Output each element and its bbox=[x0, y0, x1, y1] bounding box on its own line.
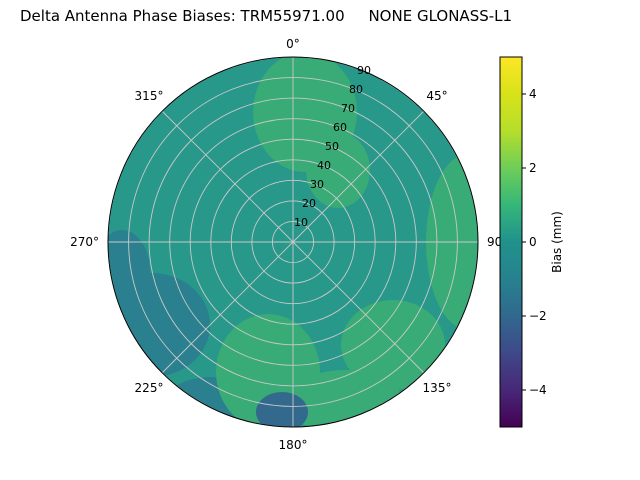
grid-spoke bbox=[292, 241, 425, 374]
negative-bias-region-left-rim bbox=[108, 230, 150, 314]
colorbar-ticks bbox=[522, 93, 526, 391]
radial-tick-label-40: 40 bbox=[317, 159, 331, 172]
radial-tick-label-70: 70 bbox=[341, 102, 355, 115]
colorbar-axis-label: Bias (mm) bbox=[550, 211, 564, 273]
radial-tick-label-90: 90 bbox=[357, 64, 371, 77]
grid-spoke bbox=[161, 110, 294, 243]
bias-field bbox=[108, 57, 478, 427]
positive-bias-region-top-inner bbox=[306, 132, 370, 208]
colorbar-tick-label--4: −4 bbox=[529, 383, 547, 397]
figure-title: Delta Antenna Phase Biases: TRM55971.00 … bbox=[20, 7, 513, 25]
radial-tick-labels: 10 20 30 40 50 60 70 80 90 bbox=[294, 64, 371, 229]
angular-tick-label-225: 225° bbox=[135, 381, 164, 395]
colorbar: 4 2 0 −2 −4 Bias (mm) bbox=[499, 56, 564, 428]
polar-grid-spokes bbox=[108, 57, 478, 427]
colorbar-tick-label--2: −2 bbox=[529, 309, 547, 323]
radial-tick-label-30: 30 bbox=[310, 178, 324, 191]
angular-tick-label-315: 315° bbox=[135, 89, 164, 103]
angular-tick-labels: 0° 45° 90 135° 180° 225° 270° 315° bbox=[70, 37, 502, 452]
angular-tick-label-45: 45° bbox=[426, 89, 447, 103]
negative-bias-blob-bottom bbox=[256, 392, 308, 427]
radial-tick-label-60: 60 bbox=[333, 121, 347, 134]
radial-tick-label-20: 20 bbox=[302, 197, 316, 210]
angular-tick-label-90: 90 bbox=[487, 235, 502, 249]
colorbar-tick-label-4: 4 bbox=[529, 87, 537, 101]
radial-tick-label-10: 10 bbox=[294, 216, 308, 229]
colorbar-tick-labels: 4 2 0 −2 −4 bbox=[529, 87, 547, 397]
colorbar-tick-label-2: 2 bbox=[529, 161, 537, 175]
grid-spoke bbox=[292, 110, 425, 243]
colorbar-tick-label-0: 0 bbox=[529, 235, 537, 249]
polar-outline bbox=[107, 56, 479, 428]
grid-spoke bbox=[161, 241, 294, 374]
radial-tick-label-50: 50 bbox=[325, 140, 339, 153]
angular-tick-label-270: 270° bbox=[70, 235, 99, 249]
angular-tick-label-180: 180° bbox=[279, 438, 308, 452]
angular-tick-label-135: 135° bbox=[423, 381, 452, 395]
colorbar-gradient bbox=[499, 56, 523, 428]
radial-tick-label-80: 80 bbox=[349, 83, 363, 96]
angular-tick-label-0: 0° bbox=[286, 37, 300, 51]
